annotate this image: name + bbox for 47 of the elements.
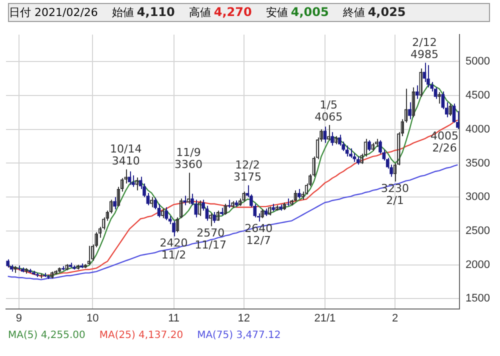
- x-tick-label: 12: [238, 312, 250, 324]
- candlestick: [113, 196, 116, 210]
- y-tick-label: 4000: [466, 123, 490, 136]
- candlestick: [172, 220, 176, 237]
- x-tick-label: 10: [86, 312, 99, 324]
- candlestick: [330, 132, 334, 146]
- x-tick-label: 9: [16, 312, 22, 324]
- text: MA(25) 4,137.20: [99, 330, 184, 341]
- annotation: 12/2 3175: [234, 158, 262, 184]
- y-tick-label: 1500: [466, 292, 490, 305]
- y-tick-label: 2500: [466, 224, 490, 237]
- annotation: 11/9 3360: [174, 146, 203, 172]
- annotation: 1/5 4065: [314, 98, 343, 124]
- candlestick: [368, 140, 371, 152]
- x-tick-label: 2: [392, 312, 398, 324]
- chart-title: 日付 2021/02/26: [9, 6, 98, 19]
- y-tick-label: 2000: [466, 258, 490, 271]
- candlestick: [349, 148, 352, 158]
- candlestick: [415, 84, 419, 100]
- candlestick: [452, 103, 456, 124]
- candlestick: [212, 211, 216, 224]
- text: 始値 4,110: [112, 5, 175, 19]
- annotation: 4005 2/26: [430, 129, 459, 154]
- y-tick-label: 3000: [466, 191, 490, 204]
- candlestick: [408, 102, 412, 120]
- annotation: 2/12 4985: [410, 36, 438, 62]
- candlestick: [297, 188, 301, 199]
- text: MA(75) 3,477.12: [197, 330, 281, 341]
- text: 終値 4,025: [342, 5, 406, 19]
- candlestick: [132, 174, 135, 188]
- x-tick-label: 21/1: [314, 312, 336, 324]
- x-tick-label: 11: [168, 312, 180, 324]
- y-tick-label: 5000: [466, 56, 490, 68]
- y-tick-label: 4500: [466, 90, 490, 102]
- annotation: 2420 11/2: [160, 236, 188, 262]
- candlestick: [164, 206, 168, 221]
- candlestick: [345, 145, 349, 157]
- annotation: 10/14 3410: [110, 142, 142, 168]
- text: 高値 4,270: [188, 5, 252, 19]
- annotation: 2570 11/17: [194, 226, 226, 252]
- text: 安値 4,005: [266, 5, 329, 19]
- candlestick: [323, 126, 327, 144]
- text: MA(5) 4,255.00: [8, 330, 86, 341]
- candlestick: [183, 195, 186, 206]
- annotation: 3230 2/1: [381, 182, 410, 207]
- y-tick-label: 3500: [466, 157, 490, 170]
- candlestick: [426, 64, 430, 88]
